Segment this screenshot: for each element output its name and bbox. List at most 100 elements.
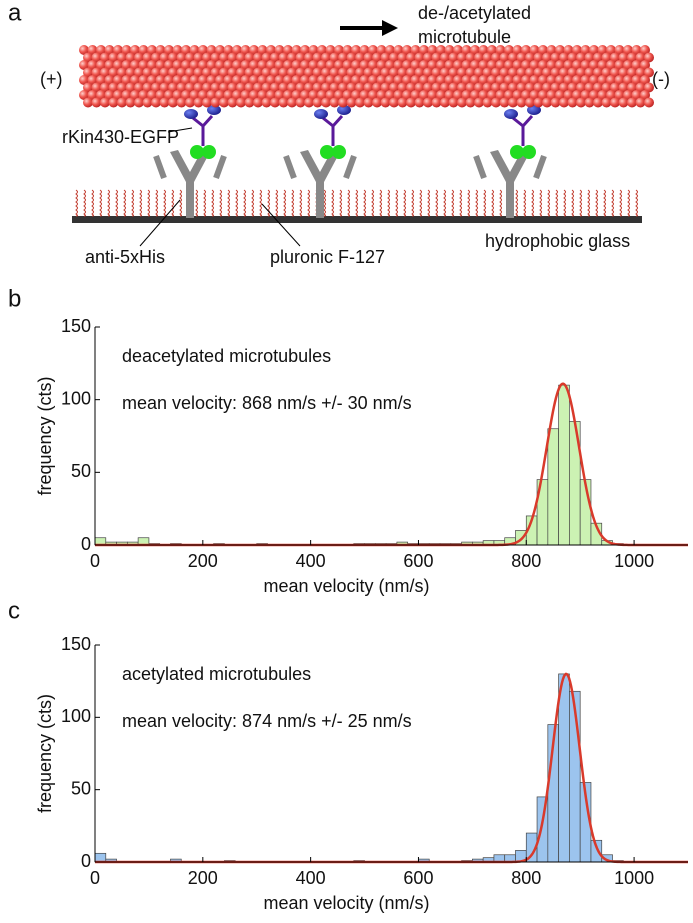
tubulin bbox=[240, 90, 251, 100]
tubulin bbox=[291, 45, 302, 55]
tubulin bbox=[79, 45, 89, 55]
tubulin bbox=[474, 67, 484, 78]
tubulin bbox=[614, 75, 625, 85]
tubulin bbox=[198, 45, 208, 55]
pluronic-chain bbox=[491, 189, 494, 217]
tubulin bbox=[584, 52, 595, 63]
tubulin bbox=[172, 75, 183, 85]
tubulin bbox=[589, 45, 599, 55]
tubulin bbox=[508, 67, 518, 78]
tubulin bbox=[278, 67, 289, 78]
tubulin bbox=[542, 67, 552, 78]
tubulin bbox=[572, 75, 582, 85]
tubulin bbox=[261, 82, 272, 93]
tubulin bbox=[304, 52, 314, 63]
tubulin bbox=[304, 67, 314, 78]
tubulin bbox=[193, 97, 204, 108]
pluronic-chain bbox=[435, 189, 438, 217]
tubulin bbox=[346, 67, 357, 78]
pluronic-chain bbox=[523, 189, 526, 217]
tubulin bbox=[342, 90, 353, 100]
tubulin bbox=[410, 45, 421, 55]
tubulin bbox=[368, 90, 378, 100]
tubulin bbox=[240, 45, 251, 55]
x-tick-label: 600 bbox=[403, 868, 433, 888]
tubulin bbox=[295, 97, 306, 108]
tubulin bbox=[427, 75, 438, 85]
tubulin bbox=[482, 82, 493, 93]
tubulin bbox=[631, 90, 642, 100]
tubulin bbox=[108, 97, 119, 108]
tubulin bbox=[355, 82, 365, 93]
tubulin bbox=[312, 52, 323, 63]
tubulin bbox=[96, 45, 106, 55]
pluronic-chain bbox=[619, 189, 622, 217]
tubulin bbox=[266, 75, 276, 85]
tubulin bbox=[130, 75, 140, 85]
tubulin bbox=[270, 82, 280, 93]
tubulin bbox=[478, 45, 489, 55]
tubulin bbox=[108, 67, 119, 78]
tubulin bbox=[448, 52, 459, 63]
tubulin bbox=[121, 90, 132, 100]
pluronic-chain bbox=[267, 189, 270, 217]
pluronic-chain bbox=[395, 189, 398, 217]
tubulin bbox=[291, 75, 302, 85]
pluronic-chain bbox=[531, 189, 534, 217]
tubulin bbox=[533, 97, 544, 108]
tubulin bbox=[427, 60, 438, 70]
tubulin bbox=[346, 52, 357, 63]
kinesin-stalk bbox=[512, 114, 534, 146]
tubulin bbox=[87, 60, 98, 70]
tubulin bbox=[610, 82, 620, 93]
tubulin bbox=[478, 75, 489, 85]
tubulin bbox=[512, 60, 523, 70]
tubulin bbox=[470, 75, 480, 85]
series-label: acetylated microtubules bbox=[122, 664, 311, 684]
tubulin bbox=[164, 45, 174, 55]
plus-end: (+) bbox=[40, 69, 63, 89]
tubulin bbox=[100, 67, 110, 78]
tubulin bbox=[614, 60, 625, 70]
tubulin bbox=[397, 52, 408, 63]
tubulin bbox=[138, 90, 149, 100]
tubulin bbox=[393, 90, 404, 100]
tubulin bbox=[368, 45, 378, 55]
tubulin bbox=[474, 52, 484, 63]
tubulin bbox=[321, 82, 331, 93]
tubulin bbox=[597, 90, 608, 100]
tubulin bbox=[83, 67, 93, 78]
tubulin bbox=[125, 52, 136, 63]
y-tick-label: 100 bbox=[61, 388, 91, 408]
microtubule-label: de-/acetylated bbox=[418, 3, 531, 23]
tubulin bbox=[351, 75, 361, 85]
tubulin bbox=[593, 67, 603, 78]
tubulin bbox=[589, 60, 599, 70]
tubulin bbox=[627, 82, 637, 93]
assay-diagram bbox=[72, 45, 654, 223]
tubulin bbox=[329, 82, 340, 93]
pluronic-chain bbox=[291, 189, 294, 217]
tubulin bbox=[448, 97, 459, 108]
tubulin bbox=[495, 90, 506, 100]
tubulin bbox=[567, 97, 578, 108]
tubulin bbox=[448, 67, 459, 78]
tubulin bbox=[329, 97, 340, 108]
tubulin bbox=[627, 67, 637, 78]
tubulin bbox=[283, 60, 293, 70]
pluronic-chain bbox=[443, 189, 446, 217]
tubulin bbox=[257, 90, 268, 100]
tubulin bbox=[147, 45, 157, 55]
pluronic-chain bbox=[595, 189, 598, 217]
tubulin bbox=[125, 67, 136, 78]
tubulin bbox=[606, 75, 616, 85]
pluronic-chain bbox=[587, 189, 590, 217]
tubulin bbox=[465, 67, 476, 78]
arrow-head bbox=[382, 20, 398, 36]
tubulin bbox=[393, 60, 404, 70]
tubulin bbox=[117, 67, 127, 78]
tubulin bbox=[487, 75, 497, 85]
tubulin bbox=[142, 52, 153, 63]
tubulin bbox=[538, 75, 548, 85]
tubulin bbox=[338, 67, 348, 78]
